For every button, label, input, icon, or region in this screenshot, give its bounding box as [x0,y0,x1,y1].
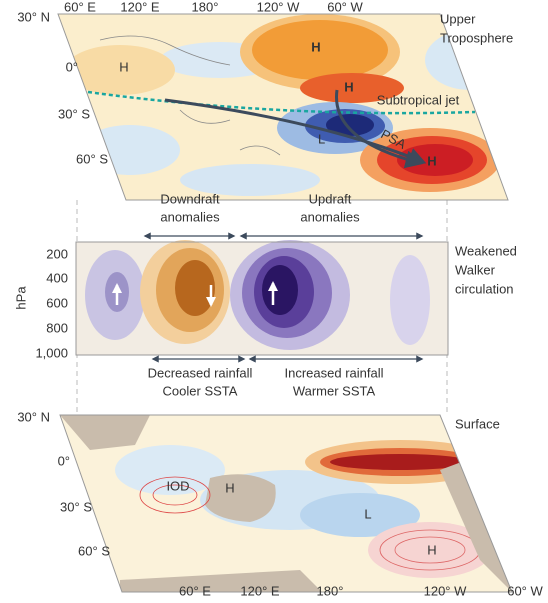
rainfall-label: Decreased rainfall [148,365,253,380]
y-tick-label: 200 [46,246,68,261]
iod-label: IOD [166,478,189,493]
lat-label: 60° S [78,543,110,558]
lat-label: 0° [58,453,70,468]
lat-label: 30° N [17,9,50,24]
panel-frame [59,414,513,593]
lon-label: 60° W [327,0,363,14]
lat-label: 60° S [76,151,108,166]
y-tick-label: 400 [46,270,68,285]
rainfall-label: Increased rainfall [285,365,384,380]
panel-label: circulation [455,281,514,296]
wave-arrow [164,98,427,165]
y-tick-label: 600 [46,295,68,310]
upper-map [58,14,508,200]
low-label: L [364,506,371,521]
lon-label: 120° E [240,583,280,598]
rainfall-label: Warmer SSTA [293,383,376,398]
panel-frame [75,241,449,356]
jet-label: Subtropical jet [377,92,460,107]
panel-frame [57,13,509,201]
high-label: H [119,59,128,74]
wave-arrow [335,89,424,169]
high-label: H [427,153,436,168]
lon-label: 120° W [257,0,301,14]
high-label: H [427,542,436,557]
jet-stream [87,90,476,115]
panel-label: Surface [455,416,500,431]
lat-label: 30° S [58,106,90,121]
panel-label: Troposphere [440,30,513,45]
lon-label: 120° E [120,0,160,14]
walker-section [76,240,448,355]
surface-map [60,415,512,592]
downdraft-label: anomalies [160,209,220,224]
downdraft-label: Downdraft [160,191,220,206]
lon-label: 180° [192,0,219,14]
low-label: L [318,131,325,146]
panel-label: Walker [455,262,496,277]
panel-label: Upper [440,11,476,26]
panel-label: Weakened [455,243,517,258]
lon-label: 120° W [424,583,468,598]
high-label: H [311,39,320,54]
y-tick-label: 1,000 [35,345,68,360]
high-label: H [344,79,353,94]
updraft-label: anomalies [300,209,360,224]
y-tick-label: 800 [46,320,68,335]
axis-label: hPa [13,286,28,310]
lat-label: 30° S [60,499,92,514]
lon-label: 60° E [64,0,96,14]
lat-label: 30° N [17,409,50,424]
lon-label: 60° E [179,583,211,598]
updraft-label: Updraft [309,191,352,206]
rainfall-label: Cooler SSTA [163,383,238,398]
lon-label: 60° W [507,583,543,598]
high-label: H [225,480,234,495]
lon-label: 180° [317,583,344,598]
lat-label: 0° [66,59,78,74]
